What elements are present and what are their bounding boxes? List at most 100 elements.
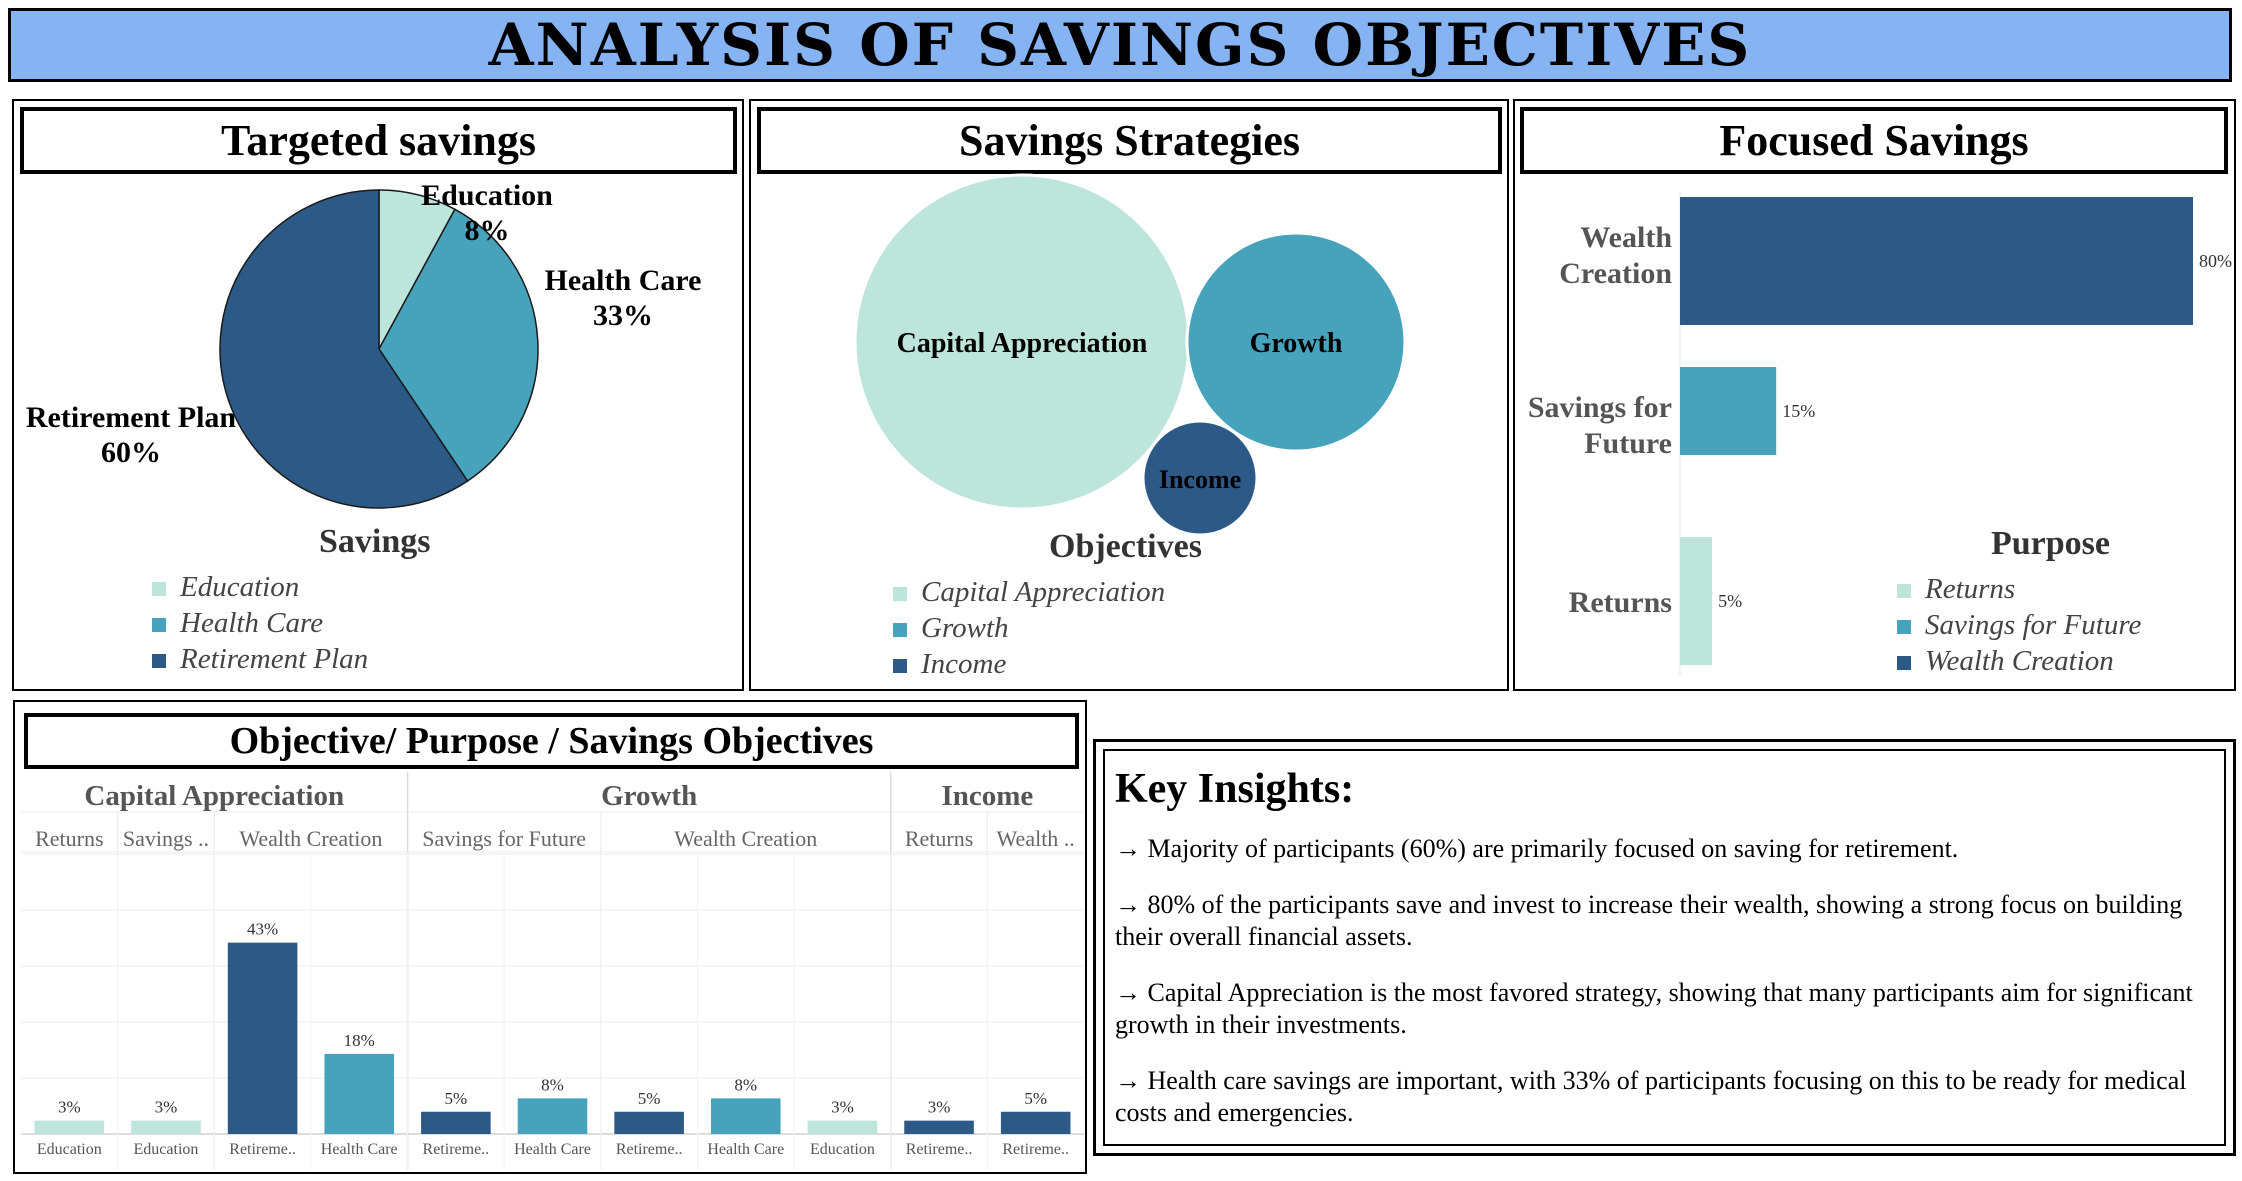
focused-savings-panel: Focused Savings 80% Wealth Creation 15% Savi… (1513, 99, 2236, 691)
legend-label: Health Care (180, 607, 324, 639)
targeted-savings-panel: Targeted savings Education 8% Health Care 3… (12, 99, 744, 691)
pie-legend-item-retirement-plan: Retirement Plan (152, 641, 368, 677)
bubble-income (1141, 419, 1259, 537)
insights-title: Key Insights: (1115, 766, 1355, 812)
legend-label: Education (180, 571, 300, 603)
grouped-bar (34, 1120, 105, 1134)
pie-title: Targeted savings (20, 107, 737, 174)
legend-label: Growth (921, 612, 1009, 644)
hbar-category-label: Savings for (1528, 391, 1672, 424)
hbar-bar-savings-for-future (1680, 367, 1777, 455)
hbar-legend-item-savings-for-future: Savings for Future (1897, 607, 2141, 643)
grouped-bar (421, 1111, 491, 1134)
bubble-label-capital-appreciation: Capital Appreciation (897, 328, 1148, 359)
grouped-bar (324, 1053, 395, 1134)
bubble-legend: Capital Appreciation Growth Income (893, 574, 1165, 682)
purpose-header: Savings .. (123, 826, 209, 851)
grouped-value-label: 5% (638, 1089, 661, 1108)
key-insights-panel: Key Insights: → Majority of participants… (1093, 739, 2236, 1156)
grouped-bar-label: Health Care (707, 1141, 784, 1158)
hbar-legend-item-wealth-creation: Wealth Creation (1897, 643, 2141, 679)
legend-swatch (893, 587, 907, 602)
pie-legend-title: Savings (319, 523, 431, 560)
pie-label-retirement-plan: Retirement Plan (26, 401, 237, 434)
grouped-bar-label: Retireme.. (423, 1141, 490, 1158)
hbar-category-label: Creation (1559, 257, 1672, 290)
grouped-value-label: 3% (58, 1098, 81, 1117)
grouped-bar (131, 1120, 201, 1134)
legend-label: Wealth Creation (1925, 645, 2114, 677)
grouped-value-label: 3% (831, 1098, 854, 1117)
hbar-title: Focused Savings (1520, 107, 2228, 174)
bubble-legend-title: Objectives (1049, 528, 1202, 565)
pie-legend: Education Health Care Retirement Plan (152, 569, 368, 677)
legend-swatch (152, 654, 166, 669)
grouped-bar-label: Education (810, 1141, 875, 1158)
grouped-bar-label: Retireme.. (906, 1141, 973, 1158)
grouped-value-label: 8% (541, 1075, 564, 1094)
bubble-legend-item-capital-appreciation: Capital Appreciation (893, 574, 1165, 610)
bubble-chart: Capital Appreciation Growth Income (853, 173, 1407, 537)
bubble-legend-item-growth: Growth (893, 610, 1165, 646)
grouped-bar-chart: 3% Education Returns 3% Education Savings .. 4… (21, 772, 1084, 1170)
grouped-bar (904, 1120, 974, 1134)
hbar-legend-item-returns: Returns (1897, 571, 2141, 607)
purpose-header: Returns (905, 826, 973, 851)
hbar-category-label: Wealth (1580, 221, 1672, 254)
grouped-bar-label: Education (37, 1141, 102, 1158)
grouped-value-label: 8% (734, 1075, 757, 1094)
pie-slice-retirement-plan (219, 189, 469, 509)
purpose-header: Savings for Future (422, 826, 586, 851)
grouped-bar (807, 1120, 878, 1134)
hbar-category-label: Returns (1569, 586, 1672, 619)
pie-label-education: Education (421, 179, 553, 212)
legend-label: Returns (1925, 573, 2016, 605)
legend-label: Capital Appreciation (921, 576, 1166, 608)
legend-swatch (1897, 620, 1911, 635)
pie-legend-item-education: Education (152, 569, 368, 605)
grouped-bar-label: Retireme.. (1002, 1141, 1069, 1158)
pie-slice-health-care (378, 208, 539, 483)
pie-value-label: 8% (465, 214, 510, 247)
hbar-bar-returns (1680, 537, 1713, 665)
grouped-value-label: 43% (247, 920, 278, 939)
bubble-label-growth: Growth (1250, 328, 1343, 359)
grouped-value-label: 3% (155, 1098, 178, 1117)
hbar-legend: Returns Savings for Future Wealth Creation (1897, 571, 2141, 679)
purpose-header: Wealth Creation (239, 826, 382, 851)
purpose-header: Wealth Creation (674, 826, 817, 851)
insight-item: → Health care savings are important, wit… (1115, 1066, 2187, 1127)
grouped-bar (517, 1098, 588, 1134)
legend-swatch (1897, 584, 1911, 599)
insight-item: → Capital Appreciation is the most favor… (1115, 978, 2193, 1039)
hbar-value-label: 15% (1782, 401, 1815, 421)
pie-value-label: 60% (101, 436, 161, 469)
objective-header-growth: Growth (601, 780, 697, 812)
insight-item: → 80% of the participants save and inves… (1115, 890, 2183, 951)
grouped-bar-label: Retireme.. (616, 1141, 683, 1158)
legend-swatch (893, 659, 907, 674)
bubble-title: Savings Strategies (757, 107, 1502, 174)
bubble-legend-item-income: Income (893, 646, 1165, 682)
objective-header-capital-appreciation: Capital Appreciation (84, 780, 344, 812)
bubble-label-income: Income (1159, 465, 1241, 494)
grouped-value-label: 5% (1024, 1089, 1047, 1108)
grouped-value-label: 3% (928, 1098, 951, 1117)
legend-swatch (1897, 656, 1911, 671)
grouped-value-label: 18% (344, 1031, 375, 1050)
objective-header-income: Income (941, 780, 1033, 812)
grouped-bar (1000, 1111, 1071, 1134)
legend-swatch (152, 582, 166, 597)
grouped-bar-label: Health Care (321, 1141, 398, 1158)
pie-label-health-care: Health Care (545, 264, 702, 297)
legend-label: Savings for Future (1925, 609, 2142, 641)
purpose-header: Wealth .. (997, 826, 1075, 851)
hbar-value-label: 5% (1718, 591, 1742, 611)
bubble-growth (1185, 231, 1407, 453)
grouped-bar-label: Retireme.. (229, 1141, 296, 1158)
legend-label: Retirement Plan (180, 643, 369, 675)
pie-value-label: 33% (593, 299, 653, 332)
grouped-title: Objective/ Purpose / Savings Objectives (24, 713, 1079, 769)
hbar-value-label: 80% (2199, 251, 2232, 271)
